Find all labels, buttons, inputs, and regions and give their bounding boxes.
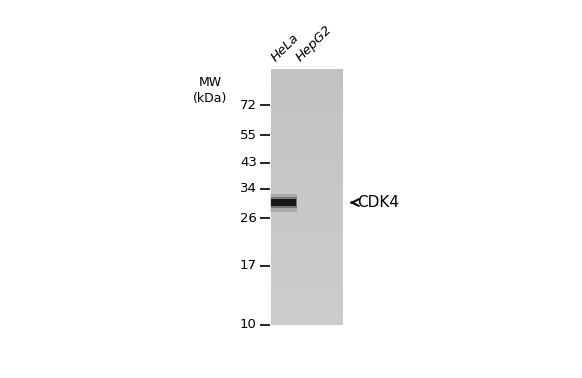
Text: MW
(kDa): MW (kDa) <box>193 76 228 105</box>
Text: 72: 72 <box>240 99 257 112</box>
Bar <box>270 194 297 212</box>
Text: 17: 17 <box>240 259 257 272</box>
Text: 26: 26 <box>240 212 257 225</box>
Text: HepG2: HepG2 <box>293 23 335 64</box>
Text: 34: 34 <box>240 182 257 195</box>
Text: 10: 10 <box>240 318 257 331</box>
Text: HeLa: HeLa <box>269 31 301 64</box>
Text: 55: 55 <box>240 129 257 142</box>
Text: 43: 43 <box>240 156 257 169</box>
Bar <box>271 199 296 206</box>
Text: CDK4: CDK4 <box>357 195 399 210</box>
Bar <box>271 197 297 208</box>
